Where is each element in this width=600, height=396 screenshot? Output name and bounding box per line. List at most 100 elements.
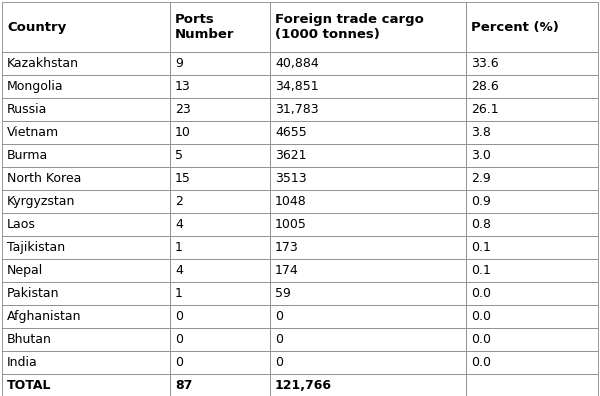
Text: North Korea: North Korea — [7, 172, 82, 185]
Text: 87: 87 — [175, 379, 193, 392]
Text: Foreign trade cargo
(1000 tonnes): Foreign trade cargo (1000 tonnes) — [275, 13, 424, 41]
Bar — [170, 190, 270, 213]
Text: India: India — [7, 356, 38, 369]
Bar — [2, 121, 170, 144]
Bar — [170, 2, 270, 52]
Bar — [2, 351, 170, 374]
Bar — [270, 305, 466, 328]
Text: 34,851: 34,851 — [275, 80, 319, 93]
Text: 5: 5 — [175, 149, 183, 162]
Bar — [170, 167, 270, 190]
Bar — [170, 52, 270, 75]
Bar — [170, 98, 270, 121]
Text: 3.8: 3.8 — [471, 126, 491, 139]
Bar — [270, 282, 466, 305]
Text: 15: 15 — [175, 172, 191, 185]
Bar — [466, 190, 598, 213]
Bar — [2, 374, 170, 396]
Text: 2: 2 — [175, 195, 183, 208]
Text: 0.8: 0.8 — [471, 218, 491, 231]
Text: 0.0: 0.0 — [471, 287, 491, 300]
Text: 0: 0 — [175, 333, 183, 346]
Bar — [170, 374, 270, 396]
Text: 1: 1 — [175, 287, 183, 300]
Text: Tajikistan: Tajikistan — [7, 241, 65, 254]
Bar — [466, 2, 598, 52]
Text: 174: 174 — [275, 264, 299, 277]
Bar — [466, 121, 598, 144]
Bar — [2, 190, 170, 213]
Text: Nepal: Nepal — [7, 264, 43, 277]
Text: 0: 0 — [275, 333, 283, 346]
Bar — [2, 305, 170, 328]
Text: 1005: 1005 — [275, 218, 307, 231]
Text: 173: 173 — [275, 241, 299, 254]
Text: 31,783: 31,783 — [275, 103, 319, 116]
Bar — [2, 75, 170, 98]
Text: Kyrgyzstan: Kyrgyzstan — [7, 195, 76, 208]
Text: 26.1: 26.1 — [471, 103, 499, 116]
Bar — [2, 98, 170, 121]
Bar — [270, 213, 466, 236]
Text: 4655: 4655 — [275, 126, 307, 139]
Text: Ports
Number: Ports Number — [175, 13, 235, 41]
Text: 0.0: 0.0 — [471, 333, 491, 346]
Text: Burma: Burma — [7, 149, 48, 162]
Bar — [270, 328, 466, 351]
Text: 0: 0 — [275, 310, 283, 323]
Bar — [170, 75, 270, 98]
Bar — [270, 351, 466, 374]
Bar — [270, 190, 466, 213]
Bar — [466, 236, 598, 259]
Bar — [466, 52, 598, 75]
Bar — [466, 213, 598, 236]
Bar — [270, 98, 466, 121]
Text: 0.0: 0.0 — [471, 310, 491, 323]
Bar — [466, 328, 598, 351]
Text: 1048: 1048 — [275, 195, 307, 208]
Bar — [270, 167, 466, 190]
Bar — [2, 236, 170, 259]
Bar — [170, 259, 270, 282]
Text: 0.1: 0.1 — [471, 241, 491, 254]
Bar — [170, 305, 270, 328]
Text: 28.6: 28.6 — [471, 80, 499, 93]
Text: 0: 0 — [275, 356, 283, 369]
Text: 33.6: 33.6 — [471, 57, 499, 70]
Text: Laos: Laos — [7, 218, 36, 231]
Text: 4: 4 — [175, 218, 183, 231]
Bar — [466, 305, 598, 328]
Bar — [466, 374, 598, 396]
Text: 3.0: 3.0 — [471, 149, 491, 162]
Text: Pakistan: Pakistan — [7, 287, 59, 300]
Text: TOTAL: TOTAL — [7, 379, 52, 392]
Bar — [2, 144, 170, 167]
Bar — [270, 121, 466, 144]
Bar — [270, 2, 466, 52]
Text: Afghanistan: Afghanistan — [7, 310, 82, 323]
Bar — [466, 259, 598, 282]
Bar — [466, 282, 598, 305]
Bar — [170, 121, 270, 144]
Bar — [466, 351, 598, 374]
Bar — [170, 282, 270, 305]
Bar — [2, 282, 170, 305]
Text: 0.1: 0.1 — [471, 264, 491, 277]
Text: Bhutan: Bhutan — [7, 333, 52, 346]
Bar — [2, 259, 170, 282]
Bar — [270, 259, 466, 282]
Bar — [2, 167, 170, 190]
Bar — [2, 213, 170, 236]
Text: Mongolia: Mongolia — [7, 80, 64, 93]
Bar — [2, 328, 170, 351]
Bar — [270, 144, 466, 167]
Bar — [270, 75, 466, 98]
Text: 0.9: 0.9 — [471, 195, 491, 208]
Text: Kazakhstan: Kazakhstan — [7, 57, 79, 70]
Bar — [466, 75, 598, 98]
Text: 4: 4 — [175, 264, 183, 277]
Text: 9: 9 — [175, 57, 183, 70]
Bar — [170, 328, 270, 351]
Text: 0: 0 — [175, 310, 183, 323]
Bar — [170, 144, 270, 167]
